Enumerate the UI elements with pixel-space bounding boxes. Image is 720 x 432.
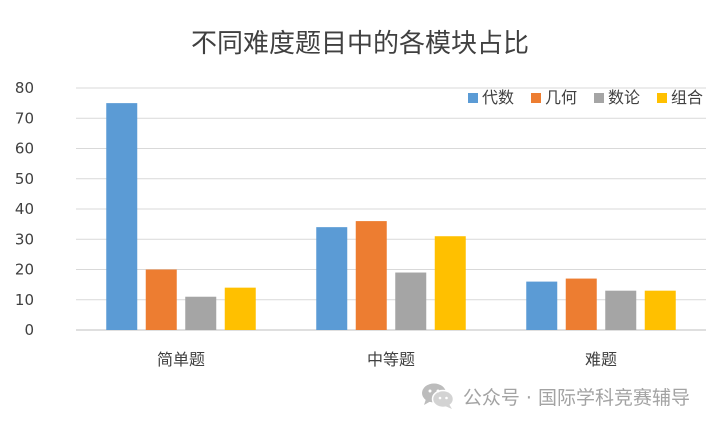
bar-数论-简单题 — [185, 296, 217, 330]
x-category-label: 简单题 — [157, 350, 205, 369]
legend-swatch — [468, 93, 478, 103]
watermark-text: 公众号 · 国际学科竞赛辅导 — [462, 386, 690, 409]
x-axis-categories: 简单题 中等题 难题 — [157, 350, 617, 369]
legend-label: 几何 — [545, 88, 577, 107]
wechat-icon — [421, 383, 455, 409]
y-axis-ticks: 0 10 20 30 40 50 60 70 80 — [15, 79, 34, 339]
x-category-label: 中等题 — [367, 350, 415, 369]
gridlines — [76, 87, 706, 331]
bar-几何-难题 — [565, 278, 597, 330]
x-category-label: 难题 — [585, 350, 617, 369]
legend-label: 代数 — [482, 88, 514, 107]
legend-swatch — [657, 93, 667, 103]
legend: 代数 几何 数论 组合 — [468, 88, 703, 107]
legend-swatch — [531, 93, 541, 103]
y-tick-label: 10 — [15, 291, 34, 309]
y-tick-label: 30 — [15, 230, 34, 248]
bar-代数-难题 — [526, 281, 558, 330]
bar-组合-难题 — [644, 290, 676, 330]
bar-几何-中等题 — [355, 221, 387, 330]
bar-代数-简单题 — [106, 103, 138, 330]
bar-代数-中等题 — [316, 227, 348, 330]
legend-swatch — [594, 93, 604, 103]
legend-label: 组合 — [671, 88, 703, 107]
bars — [106, 103, 676, 330]
bar-数论-难题 — [605, 290, 637, 330]
chart-title: 不同难度题目中的各模块占比 — [191, 29, 529, 59]
y-tick-label: 60 — [15, 140, 34, 158]
bar-组合-中等题 — [434, 236, 466, 330]
y-tick-label: 40 — [15, 200, 34, 218]
bar-几何-简单题 — [145, 269, 177, 330]
legend-label: 数论 — [608, 88, 640, 107]
bar-数论-中等题 — [395, 272, 427, 330]
y-tick-label: 0 — [24, 321, 34, 339]
y-tick-label: 50 — [15, 170, 34, 188]
y-tick-label: 70 — [15, 109, 34, 127]
y-tick-label: 80 — [15, 79, 34, 97]
y-tick-label: 20 — [15, 261, 34, 279]
bar-组合-简单题 — [224, 287, 256, 330]
watermark: 公众号 · 国际学科竞赛辅导 — [421, 382, 690, 410]
